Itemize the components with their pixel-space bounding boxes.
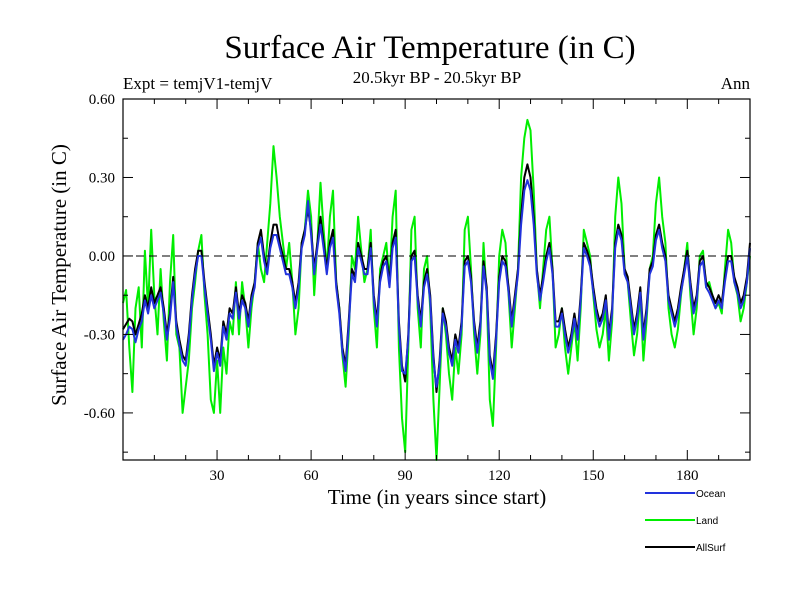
y-axis-label: Surface Air Temperature (in C) bbox=[47, 144, 71, 406]
chart-subtitle-left: Expt = temjV1-temjV bbox=[123, 74, 273, 93]
x-tick-label: 180 bbox=[676, 468, 699, 484]
x-axis-label: Time (in years since start) bbox=[328, 485, 547, 509]
plot-area: 30 60 90 120 150 180 0.60 0.30 0.00 -0.30 -0.60 bbox=[84, 92, 751, 484]
legend: Ocean Land AllSurf bbox=[645, 489, 726, 554]
legend-label-land: Land bbox=[696, 516, 718, 527]
x-tick-label: 90 bbox=[398, 468, 413, 484]
chart-subtitle-right: Ann bbox=[721, 74, 751, 93]
y-tick-label: 0.60 bbox=[89, 92, 115, 108]
series-line-ocean bbox=[122, 179, 751, 388]
y-tick-label: 0.00 bbox=[89, 249, 115, 265]
legend-label-allsurf: AllSurf bbox=[696, 543, 726, 554]
series-line-land bbox=[122, 118, 751, 461]
y-tick-label: -0.60 bbox=[84, 406, 115, 422]
x-tick-label: 120 bbox=[488, 468, 511, 484]
y-tick-label: 0.30 bbox=[89, 170, 115, 186]
x-tick-label: 30 bbox=[210, 468, 225, 484]
legend-label-ocean: Ocean bbox=[696, 489, 725, 500]
y-tick-label: -0.30 bbox=[84, 327, 115, 343]
chart-subtitle-center: 20.5kyr BP - 20.5kyr BP bbox=[353, 68, 521, 87]
chart-title: Surface Air Temperature (in C) bbox=[224, 30, 635, 66]
x-tick-label: 60 bbox=[304, 468, 319, 484]
x-tick-label: 150 bbox=[582, 468, 605, 484]
plot-frame bbox=[122, 98, 751, 461]
